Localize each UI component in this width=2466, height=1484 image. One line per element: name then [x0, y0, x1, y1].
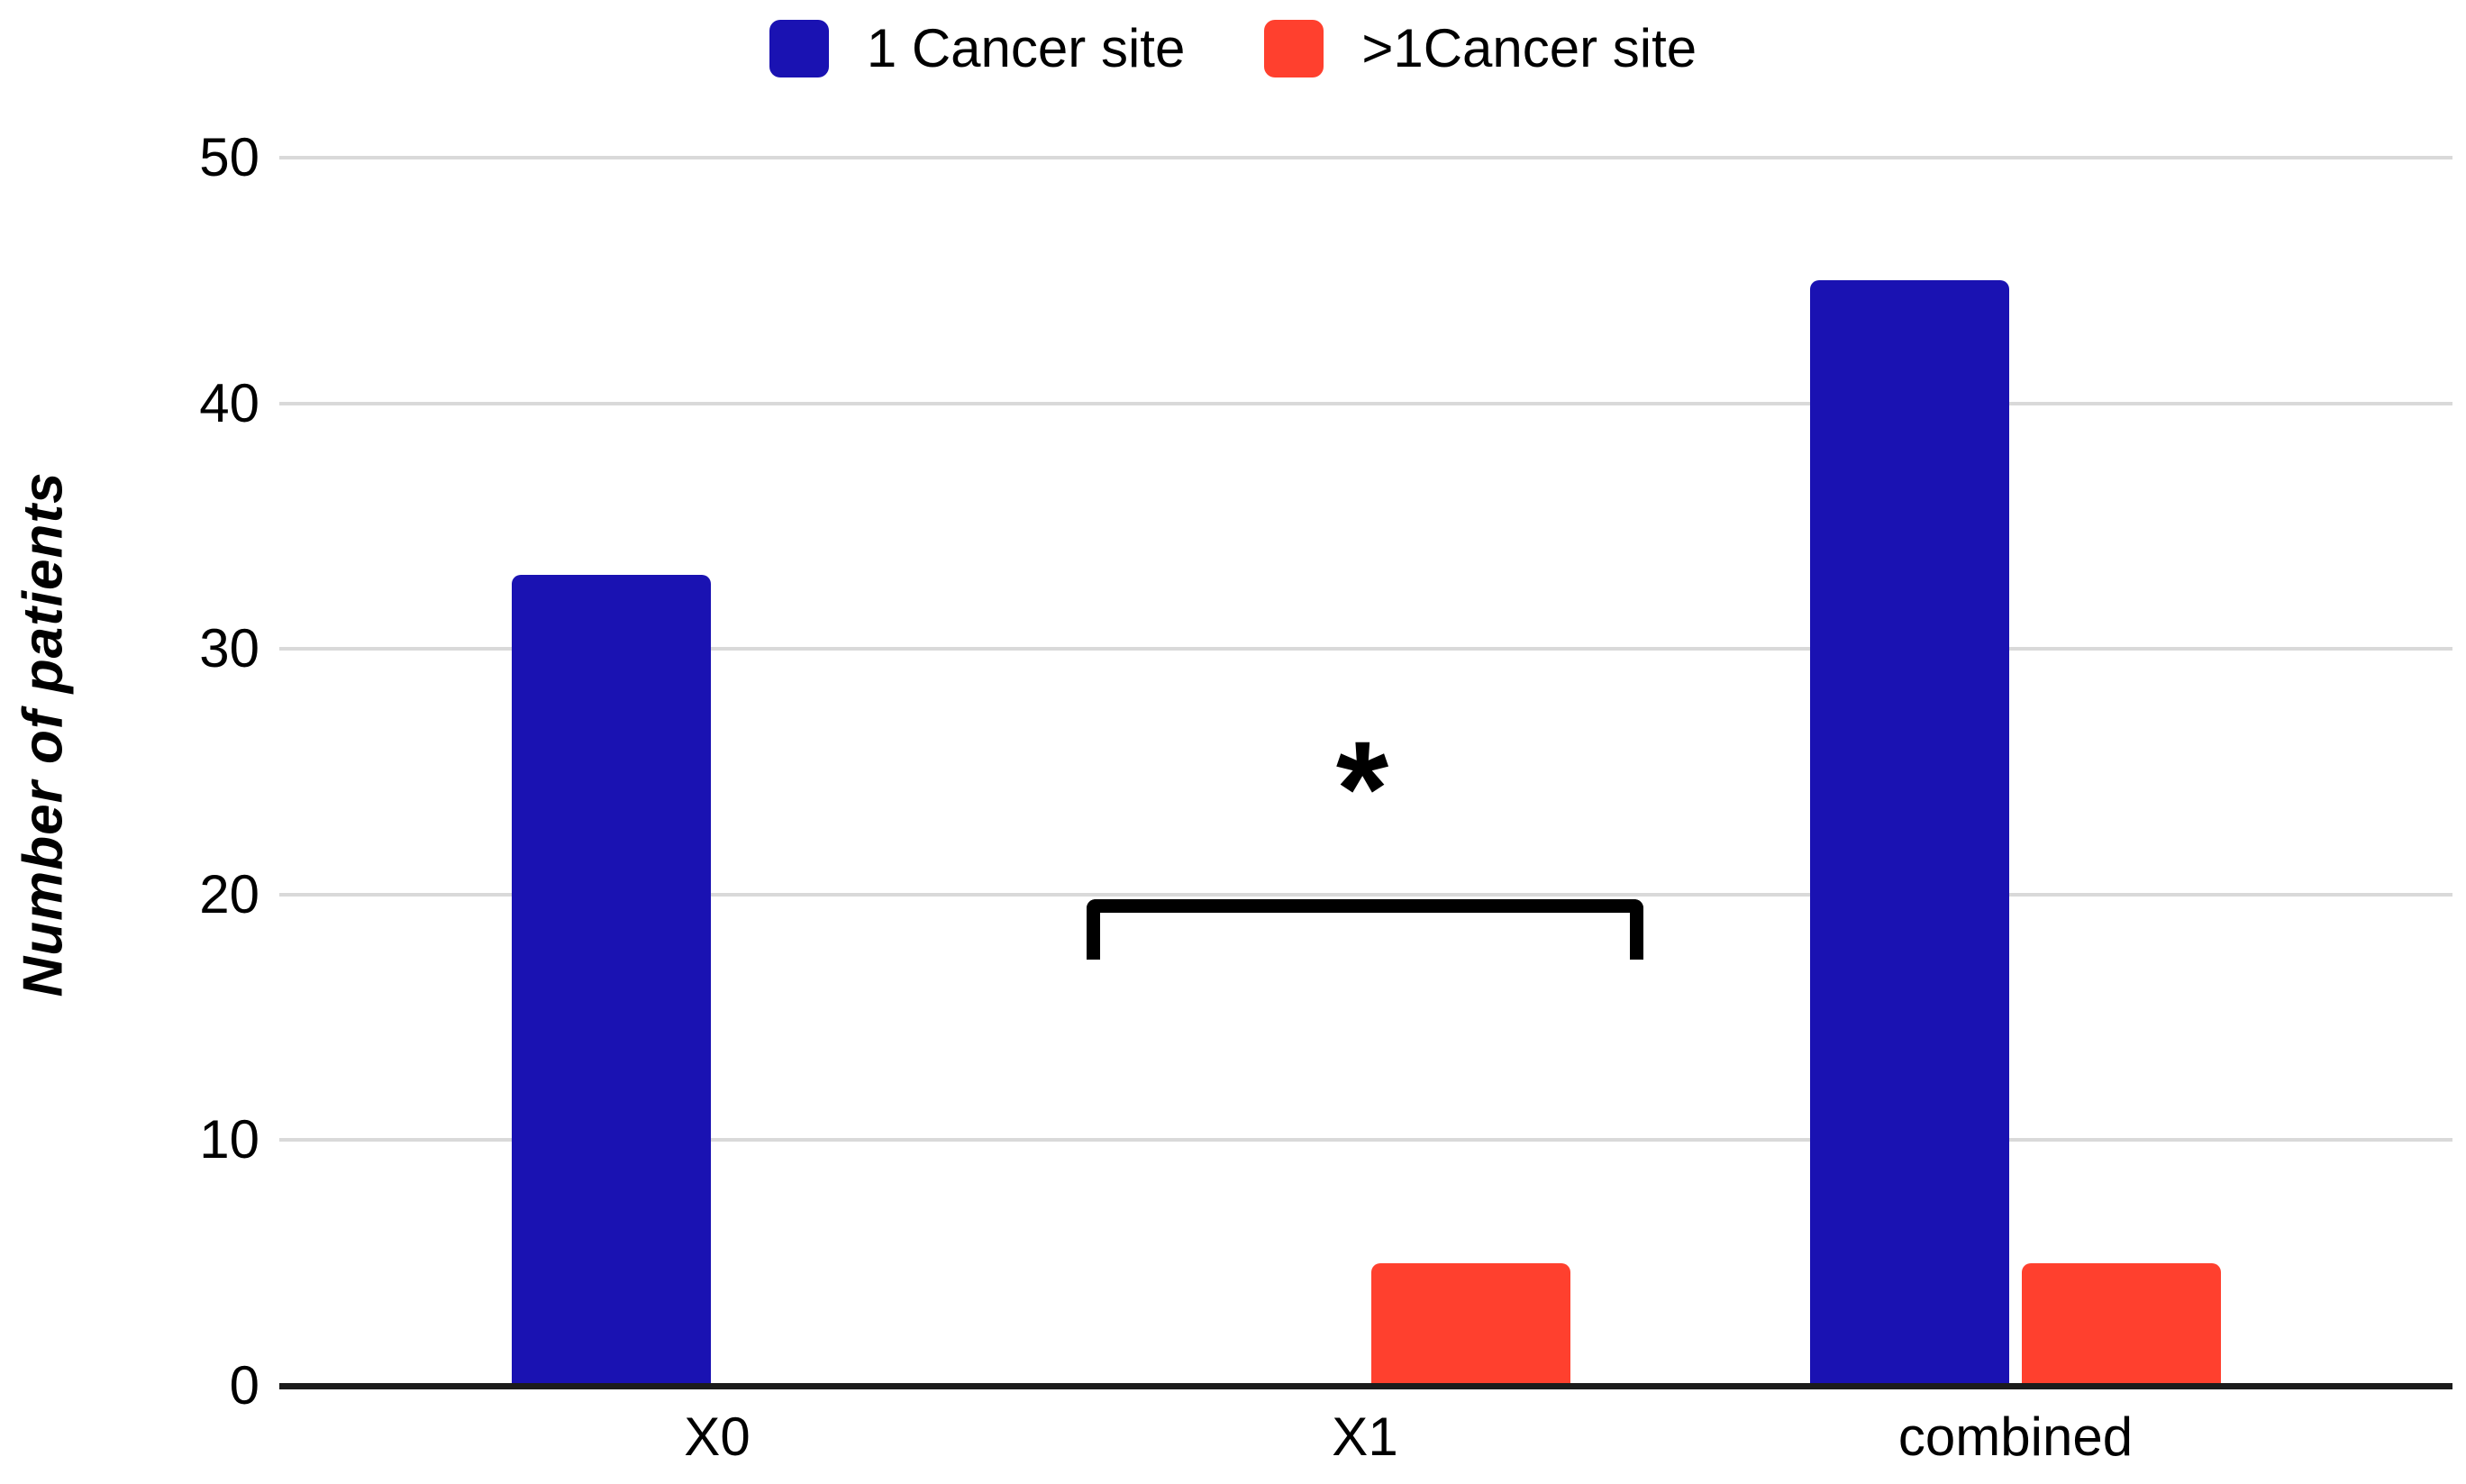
legend-label-1-cancer-site: 1 Cancer site: [866, 18, 1186, 78]
x-category-label-x0: X0: [684, 1407, 751, 1467]
legend-item-1-cancer-site: 1 Cancer site: [769, 18, 1186, 78]
y-tick-label-30: 30: [199, 618, 259, 679]
bar-x1-series-1: [1371, 1262, 1570, 1386]
x-axis-line: [279, 1383, 2452, 1389]
legend: 1 Cancer site >1Cancer site: [0, 20, 2466, 77]
y-tick-label-20: 20: [199, 863, 259, 924]
x-category-label-combined: combined: [1897, 1407, 2134, 1467]
legend-label-gt1-cancer-site: >1Cancer site: [1361, 18, 1697, 78]
gridline-30: [279, 647, 2452, 651]
gridline-40: [279, 401, 2452, 405]
bar-combined-series-0: [1810, 280, 2009, 1386]
significance-bracket: [1087, 899, 1643, 960]
gridline-20: [279, 892, 2452, 897]
legend-item-gt1-cancer-site: >1Cancer site: [1264, 20, 1697, 77]
x-category-label-x1: X1: [1332, 1407, 1398, 1467]
y-tick-label-40: 40: [199, 372, 259, 433]
gridline-50: [279, 156, 2452, 159]
significance-asterisk: *: [1335, 713, 1389, 864]
legend-swatch-1-cancer-site: [769, 20, 829, 77]
y-axis-title: Number of patients: [12, 471, 75, 997]
bar-combined-series-1: [2022, 1262, 2221, 1386]
y-tick-label-10: 10: [199, 1109, 259, 1170]
legend-swatch-gt1-cancer-site: [1264, 20, 1324, 77]
y-tick-label-0: 0: [229, 1355, 259, 1416]
gridline-10: [279, 1138, 2452, 1143]
y-tick-label-50: 50: [199, 127, 259, 187]
bar-x0-series-0: [512, 575, 711, 1386]
